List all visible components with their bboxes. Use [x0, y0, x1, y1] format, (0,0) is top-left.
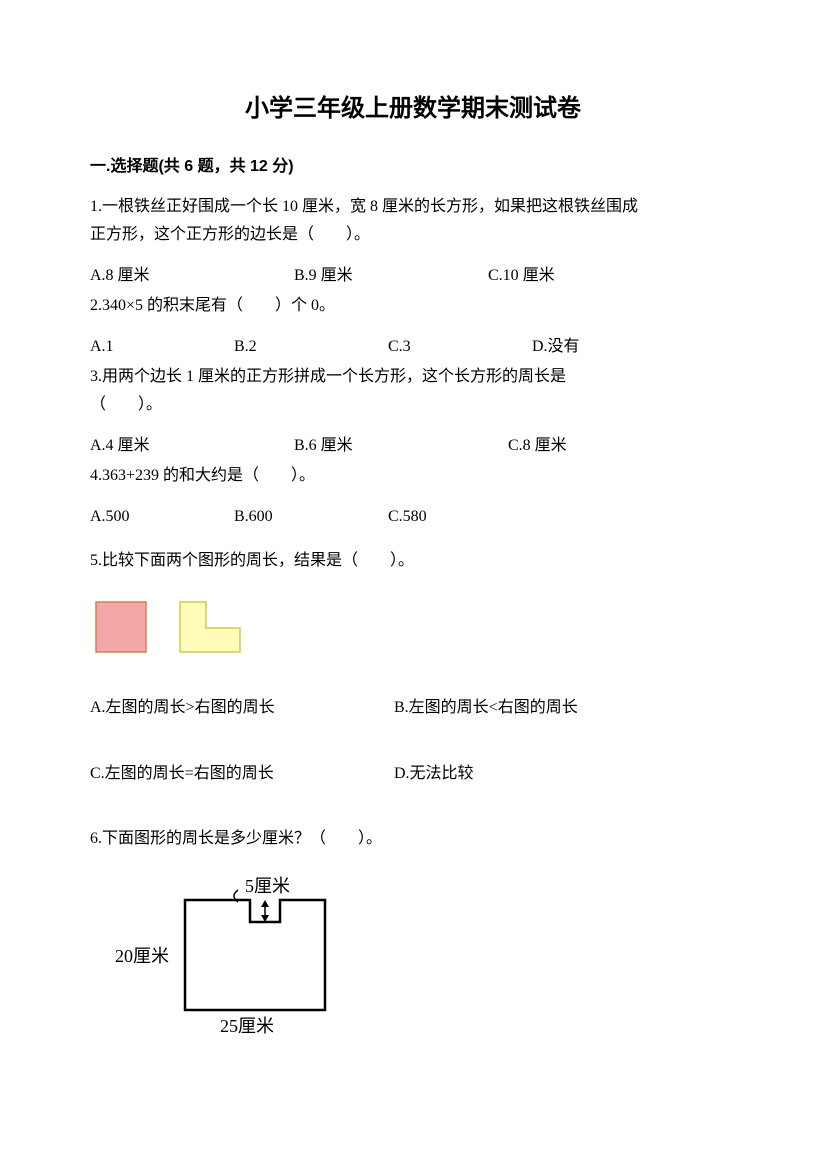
q6-text: 6.下面图形的周长是多少厘米？（ ）。	[90, 826, 736, 852]
q6-figure: 5厘米 20厘米 25厘米	[110, 872, 736, 1051]
q5-figures	[90, 596, 736, 670]
q5-optA: A.左图的周长>右图的周长	[90, 695, 390, 721]
q2-options: A.1 B.2 C.3 D.没有	[90, 334, 736, 360]
q1-optA: A.8 厘米	[90, 263, 290, 289]
question-6: 6.下面图形的周长是多少厘米？（ ）。 5厘米 20厘米 25厘米	[90, 826, 736, 1050]
q3-optA: A.4 厘米	[90, 433, 290, 459]
q1-text-line1: 1.一根铁丝正好围成一个长 10 厘米，宽 8 厘米的长方形，如果把这根铁丝围成	[90, 194, 736, 220]
q2-optB: B.2	[234, 334, 384, 360]
q3-text-line1: 3.用两个边长 1 厘米的正方形拼成一个长方形，这个长方形的周长是	[90, 364, 736, 390]
question-5: 5.比较下面两个图形的周长，结果是（ ）。 A.左图的周长>右图的周长 B.左图…	[90, 548, 736, 786]
q1-options: A.8 厘米 B.9 厘米 C.10 厘米	[90, 263, 736, 289]
q3-optB: B.6 厘米	[294, 433, 504, 459]
q6-arrow-vert-up	[261, 900, 269, 907]
q4-optA: A.500	[90, 504, 230, 530]
q5-optD: D.无法比较	[394, 761, 474, 787]
q5-optB: B.左图的周长<右图的周长	[394, 695, 578, 721]
q1-optC: C.10 厘米	[488, 263, 555, 289]
q5-square-shape	[96, 602, 146, 652]
q3-text-line2: （ ）。	[90, 392, 736, 418]
q2-text: 2.340×5 的积末尾有（ ）个 0。	[90, 293, 736, 319]
section-header: 一.选择题(共 6 题，共 12 分)	[90, 154, 736, 180]
q3-options: A.4 厘米 B.6 厘米 C.8 厘米	[90, 433, 736, 459]
q6-label-bottom: 25厘米	[220, 1016, 274, 1036]
q6-label-left: 20厘米	[115, 946, 169, 966]
q4-text: 4.363+239 的和大约是（ ）。	[90, 463, 736, 489]
q2-optA: A.1	[90, 334, 230, 360]
q4-optC: C.580	[388, 504, 427, 530]
q1-text-line2: 正方形，这个正方形的边长是（ ）。	[90, 222, 736, 248]
q6-shape-path	[185, 900, 325, 1010]
q6-label-top: 5厘米	[245, 876, 290, 896]
question-4: 4.363+239 的和大约是（ ）。 A.500 B.600 C.580	[90, 463, 736, 530]
q2-optD: D.没有	[532, 334, 580, 360]
q5-svg	[90, 596, 290, 661]
q5-options-row1: A.左图的周长>右图的周长 B.左图的周长<右图的周长	[90, 695, 736, 721]
q5-lshape	[180, 602, 240, 652]
q3-optC: C.8 厘米	[508, 433, 567, 459]
q6-svg: 5厘米 20厘米 25厘米	[110, 872, 390, 1042]
q5-options-row2: C.左图的周长=右图的周长 D.无法比较	[90, 761, 736, 787]
question-3: 3.用两个边长 1 厘米的正方形拼成一个长方形，这个长方形的周长是 （ ）。 A…	[90, 364, 736, 459]
q5-optC: C.左图的周长=右图的周长	[90, 761, 390, 787]
q4-optB: B.600	[234, 504, 384, 530]
page-title: 小学三年级上册数学期末测试卷	[90, 90, 736, 128]
q4-options: A.500 B.600 C.580	[90, 504, 736, 530]
question-2: 2.340×5 的积末尾有（ ）个 0。 A.1 B.2 C.3 D.没有	[90, 293, 736, 360]
q1-optB: B.9 厘米	[294, 263, 484, 289]
q2-optC: C.3	[388, 334, 528, 360]
q5-text: 5.比较下面两个图形的周长，结果是（ ）。	[90, 548, 736, 574]
question-1: 1.一根铁丝正好围成一个长 10 厘米，宽 8 厘米的长方形，如果把这根铁丝围成…	[90, 194, 736, 289]
